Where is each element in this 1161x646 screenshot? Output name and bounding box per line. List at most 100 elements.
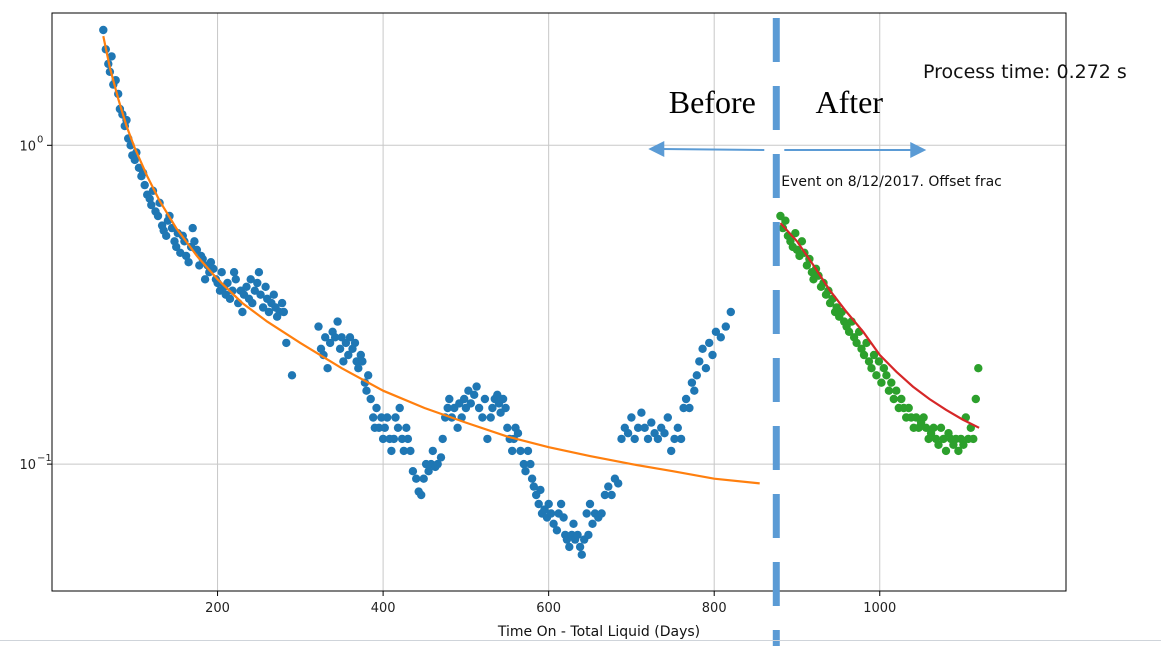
- data-point: [556, 499, 566, 509]
- data-point: [217, 268, 226, 277]
- data-point: [181, 251, 191, 261]
- data-point: [627, 413, 636, 422]
- data-point: [600, 490, 610, 500]
- data-point: [585, 499, 595, 509]
- x-tick-label: 600: [536, 601, 561, 616]
- data-point: [695, 357, 704, 366]
- data-point: [130, 155, 139, 165]
- data-point: [323, 364, 332, 373]
- y-tick-exponent: 0: [37, 134, 43, 145]
- data-point: [107, 52, 116, 61]
- fit-line: [102, 35, 760, 485]
- data-point: [498, 394, 508, 404]
- data-point: [552, 526, 562, 535]
- y-tick-label: 10: [19, 139, 36, 154]
- data-point: [372, 403, 381, 413]
- before-arrow: [661, 148, 765, 151]
- data-point: [633, 423, 643, 432]
- data-point: [453, 423, 462, 432]
- data-point: [897, 394, 906, 404]
- data-point: [679, 403, 688, 413]
- data-point: [269, 290, 278, 299]
- data-point: [929, 423, 938, 432]
- grid-lines: [52, 13, 1066, 591]
- event-annotation: Event on 8/12/2017. Offset frac: [781, 174, 1002, 190]
- data-point: [443, 403, 452, 413]
- data-point: [374, 423, 384, 432]
- data-point: [287, 371, 297, 380]
- data-point: [352, 357, 361, 366]
- data-point: [380, 423, 389, 432]
- data-point: [223, 278, 232, 288]
- data-point: [344, 350, 353, 360]
- data-point: [445, 394, 454, 404]
- data-point: [261, 282, 270, 291]
- data-point: [460, 394, 469, 404]
- data-point: [147, 200, 156, 210]
- data-point: [614, 479, 623, 488]
- data-point: [254, 268, 264, 277]
- data-point: [258, 303, 268, 312]
- x-tick-label: 400: [371, 601, 396, 616]
- data-point: [884, 386, 894, 395]
- data-point: [575, 542, 585, 552]
- data-point: [253, 278, 262, 288]
- data-point: [339, 357, 348, 366]
- data-point: [604, 482, 613, 491]
- data-point: [864, 357, 874, 366]
- data-point: [778, 223, 788, 233]
- x-tick-label: 800: [702, 601, 727, 616]
- annotation-layer: Before After Event on 8/12/2017. Offset …: [648, 18, 1127, 646]
- data-point: [939, 434, 948, 444]
- data-point: [879, 364, 889, 373]
- data-point: [954, 446, 963, 456]
- data-point: [350, 338, 360, 348]
- data-point: [701, 364, 711, 373]
- data-point: [488, 403, 497, 413]
- data-point: [478, 413, 487, 422]
- data-point: [844, 327, 854, 336]
- data-point: [356, 350, 365, 360]
- data-point: [408, 467, 418, 476]
- data-point: [584, 530, 593, 540]
- data-point: [364, 371, 373, 380]
- data-point: [480, 394, 490, 404]
- data-point: [647, 418, 656, 427]
- data-point: [971, 394, 980, 404]
- data-point: [395, 403, 404, 413]
- data-point: [464, 386, 473, 395]
- data-point: [653, 434, 663, 444]
- data-point: [436, 453, 446, 462]
- data-point: [705, 338, 714, 348]
- data-point: [412, 474, 421, 483]
- data-point: [345, 333, 355, 342]
- data-point: [188, 223, 197, 233]
- data-point: [333, 317, 342, 326]
- data-point: [877, 378, 886, 387]
- data-point: [549, 519, 558, 528]
- data-point: [959, 440, 968, 449]
- data-point: [424, 467, 433, 476]
- data-point: [366, 394, 375, 404]
- data-point: [527, 474, 537, 483]
- data-point: [573, 530, 582, 540]
- data-point: [559, 513, 568, 522]
- data-point: [229, 268, 239, 277]
- x-axis-ticks: 200 400 600 800 1000: [205, 591, 896, 616]
- data-point: [419, 474, 428, 483]
- data-point: [941, 446, 951, 456]
- data-point: [358, 357, 367, 366]
- x-axis-label: Time On - Total Liquid (Days): [497, 624, 700, 640]
- data-point: [974, 364, 983, 373]
- data-point: [607, 490, 616, 500]
- data-point: [936, 423, 946, 432]
- data-point: [640, 423, 649, 432]
- x-tick-label: 1000: [863, 601, 896, 616]
- data-point: [569, 519, 578, 528]
- data-point: [325, 338, 335, 348]
- data-point: [534, 499, 543, 509]
- data-point: [516, 446, 525, 456]
- data-point: [892, 386, 901, 395]
- data-point: [882, 371, 891, 380]
